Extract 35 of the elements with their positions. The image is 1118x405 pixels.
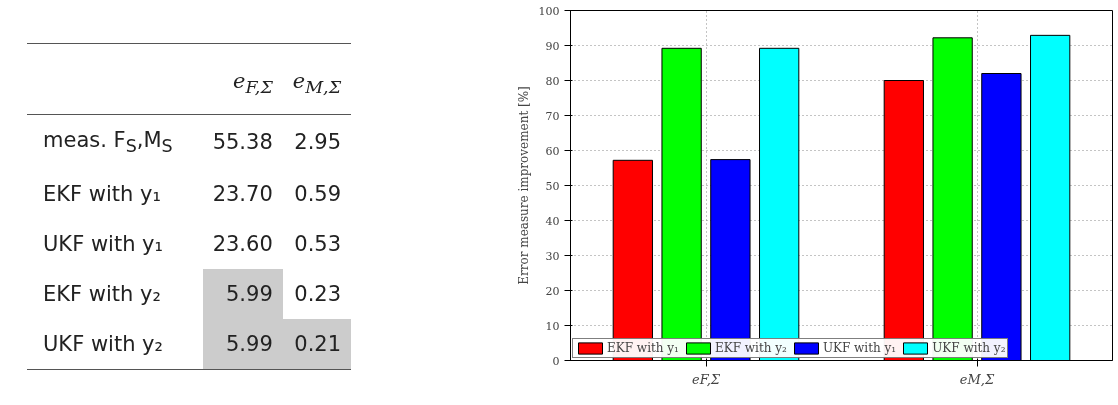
legend-label: EKF with y₁ bbox=[607, 341, 679, 355]
x-tick-label: eF,Σ bbox=[691, 371, 721, 387]
category-label: EKF with y₁ bbox=[43, 182, 161, 207]
text: 0.23 bbox=[294, 282, 342, 307]
y-tick-label: 0 bbox=[552, 354, 560, 368]
y-tick-label: 100 bbox=[538, 4, 560, 18]
legend-label: UKF with y₁ bbox=[822, 341, 897, 355]
y-tick-label: 30 bbox=[545, 249, 560, 263]
y-tick-label: 10 bbox=[545, 319, 560, 333]
legend-label: EKF with y₂ bbox=[714, 341, 787, 355]
category-label: e$_{M,Σ}$ bbox=[291, 68, 343, 100]
category-label: UKF with y₁ bbox=[43, 232, 163, 257]
y-tick-label: 90 bbox=[545, 39, 560, 53]
text: 55.38 bbox=[212, 130, 273, 155]
category-label: UKF with y₂ bbox=[43, 332, 163, 357]
text: 23.70 bbox=[212, 182, 273, 207]
text: 5.99 bbox=[226, 332, 273, 357]
text: 5.99 bbox=[226, 282, 273, 307]
text: 23.60 bbox=[212, 232, 273, 257]
category-label: EKF with y₂ bbox=[43, 282, 161, 307]
y-axis-title: Error measure improvement [%] bbox=[516, 86, 531, 285]
y-tick-label: 20 bbox=[545, 284, 560, 298]
x-tick-label: eM,Σ bbox=[959, 371, 995, 387]
category-label: e$_{F,Σ}$ bbox=[231, 68, 274, 100]
y-tick-label: 50 bbox=[545, 179, 560, 193]
y-tick-label: 60 bbox=[545, 144, 560, 158]
category-label: meas. F$_{S}$,M$_{S}$ bbox=[43, 128, 173, 157]
y-tick-label: 80 bbox=[545, 74, 560, 88]
legend-label: UKF with y₂ bbox=[932, 341, 1006, 355]
text: 0.59 bbox=[294, 182, 342, 207]
text: 2.95 bbox=[294, 130, 342, 155]
text: 0.53 bbox=[294, 232, 342, 257]
y-tick-label: 70 bbox=[545, 109, 560, 123]
y-tick-label: 40 bbox=[545, 214, 560, 228]
text: 0.21 bbox=[294, 332, 342, 357]
